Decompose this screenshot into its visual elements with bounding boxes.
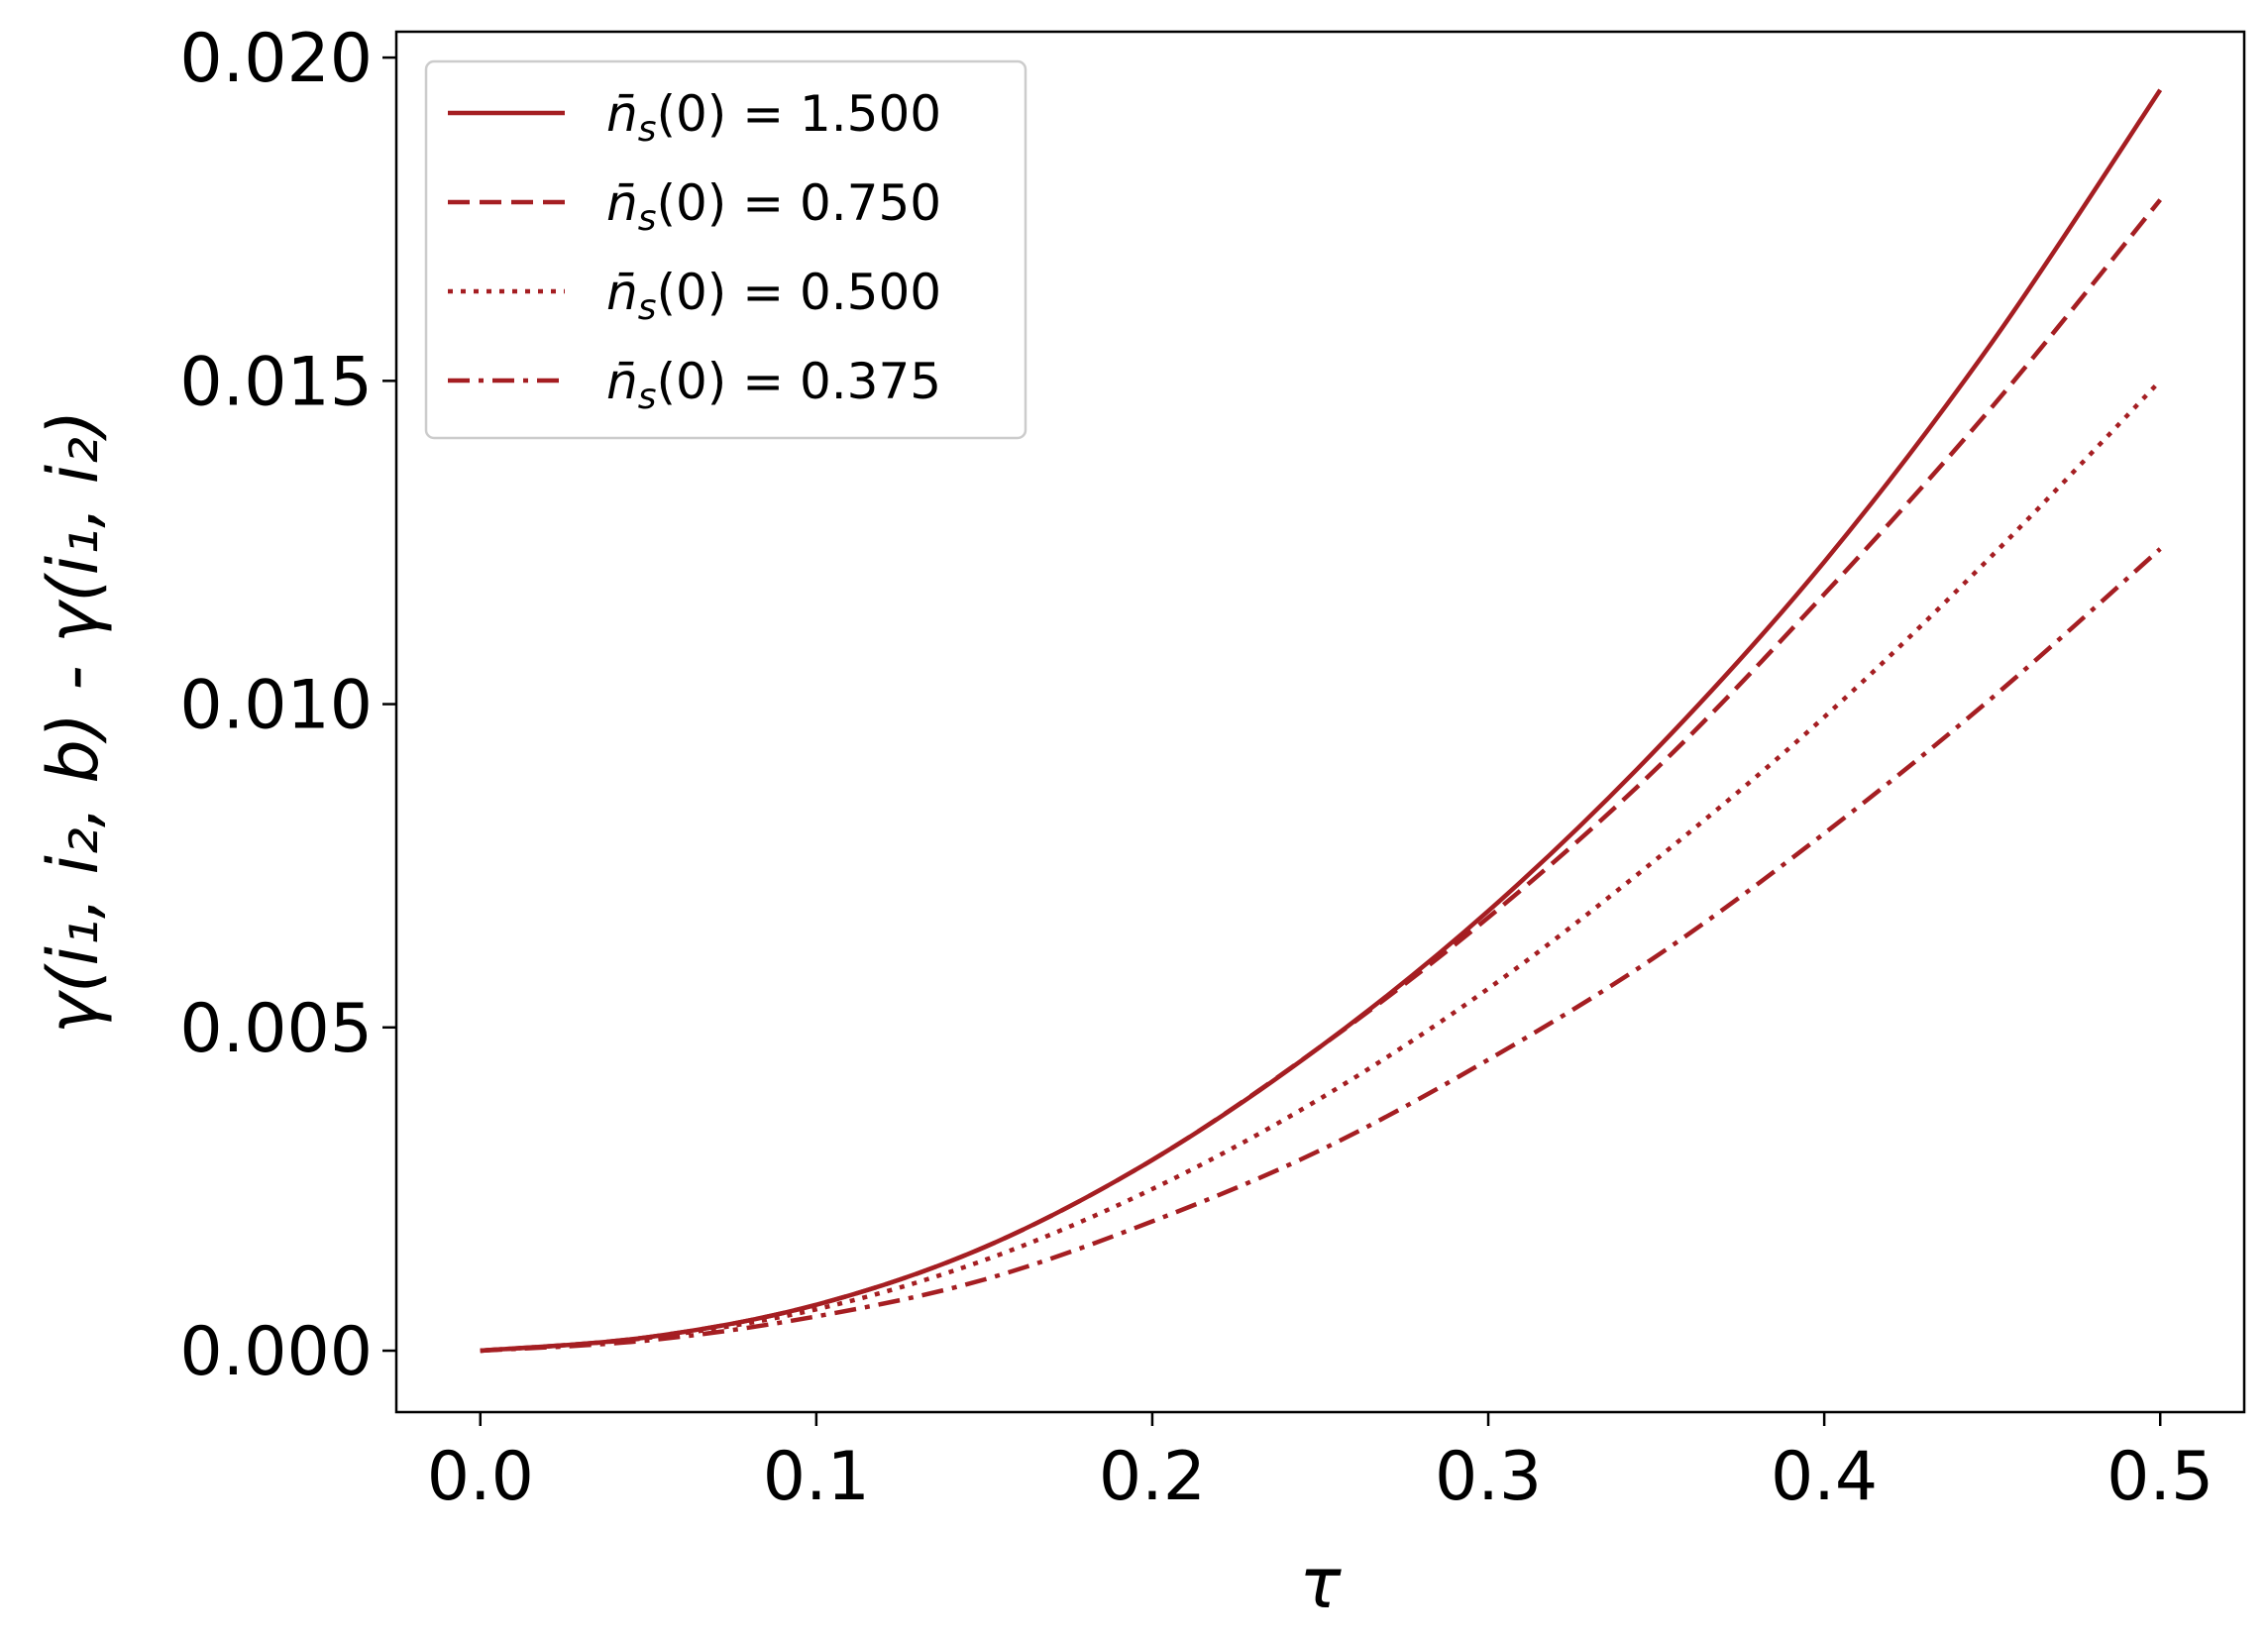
x-tick-label: 0.0 [427, 1438, 534, 1516]
legend: n̄s(0) = 1.500 n̄s(0) = 0.750 n̄s(0) = 0.5… [424, 59, 1027, 440]
x-tick-label: 0.5 [2106, 1438, 2214, 1516]
y-tick-label: 0.005 [179, 990, 373, 1068]
y-axis: 0.000 0.005 0.010 0.015 0.020 [179, 20, 396, 1391]
y-tick-label: 0.000 [179, 1313, 373, 1391]
x-axis-label: τ [1299, 1543, 1342, 1624]
legend-box [424, 59, 1027, 440]
x-tick-label: 0.4 [1771, 1438, 1878, 1516]
x-tick-label: 0.2 [1099, 1438, 1206, 1516]
legend-label-1: n̄s(0) = 0.750 [606, 174, 941, 239]
series-line-2 [480, 379, 2162, 1354]
legend-label-3: n̄s(0) = 0.375 [606, 353, 941, 417]
legend-label-0: n̄s(0) = 1.500 [606, 85, 941, 150]
x-tick-label: 0.1 [763, 1438, 870, 1516]
x-axis: 0.0 0.1 0.2 0.3 0.4 0.5 [427, 1412, 2214, 1516]
series-layer [480, 88, 2163, 1354]
y-tick-label: 0.015 [179, 343, 373, 421]
plot-frame [394, 30, 2246, 1414]
legend-label-2: n̄s(0) = 0.500 [606, 264, 941, 328]
x-tick-label: 0.3 [1435, 1438, 1542, 1516]
y-tick-label: 0.010 [179, 667, 373, 745]
series-line-1 [480, 198, 2162, 1354]
y-axis-label: γ(i₁, i₂, b) - γ(i₁, i₂) [33, 410, 114, 1035]
y-tick-label: 0.020 [179, 20, 373, 98]
